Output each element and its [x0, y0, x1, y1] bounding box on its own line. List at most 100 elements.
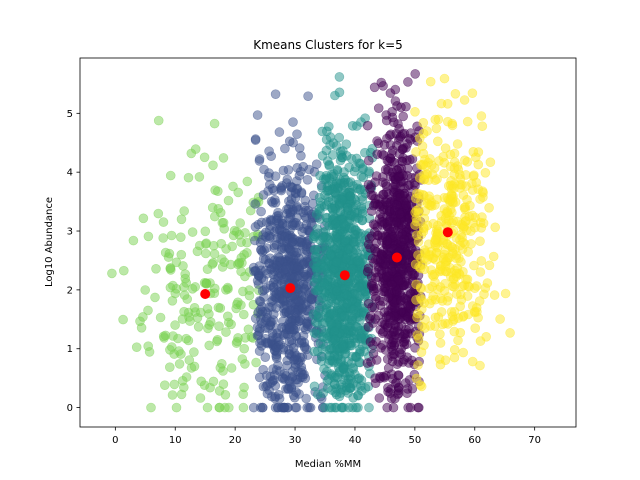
data-point-cluster-5: [465, 200, 475, 211]
data-point-cluster-2: [296, 338, 307, 348]
data-point-cluster-1: [138, 312, 148, 322]
data-point-cluster-5: [477, 121, 488, 131]
x-axis-label: Median %MM: [295, 459, 361, 470]
data-point-cluster-1: [234, 230, 245, 240]
data-point-cluster-5: [422, 254, 433, 265]
data-point-cluster-1: [217, 358, 227, 369]
data-point-cluster-3: [354, 373, 365, 383]
data-point-cluster-1: [239, 309, 249, 320]
data-point-cluster-5: [448, 273, 459, 284]
data-point-cluster-2: [289, 355, 299, 365]
data-point-cluster-3: [322, 217, 332, 228]
centroid-point-4: [391, 252, 402, 263]
data-point-cluster-1: [138, 213, 149, 224]
data-point-cluster-3: [315, 206, 325, 217]
centroid-point-5: [442, 227, 453, 238]
data-point-cluster-4: [367, 253, 378, 264]
data-point-cluster-1: [144, 347, 155, 357]
data-point-cluster-3: [317, 344, 328, 354]
data-point-cluster-1: [222, 282, 233, 293]
data-point-cluster-5: [458, 347, 469, 358]
data-point-cluster-3: [314, 192, 325, 203]
x-tick-label: 0: [112, 435, 118, 446]
data-point-cluster-2: [294, 170, 305, 181]
data-point-cluster-2: [249, 266, 259, 277]
data-point-cluster-3: [364, 402, 374, 413]
data-point-cluster-1: [210, 211, 220, 222]
data-point-cluster-4: [363, 298, 374, 309]
data-point-cluster-2: [266, 317, 277, 327]
data-point-cluster-5: [475, 236, 485, 246]
data-point-cluster-2: [281, 178, 292, 188]
data-point-cluster-5: [476, 256, 487, 266]
data-point-cluster-1: [201, 248, 211, 259]
data-point-cluster-2: [250, 199, 260, 209]
data-point-cluster-1: [242, 176, 253, 187]
data-point-cluster-5: [421, 161, 431, 171]
data-point-cluster-1: [119, 265, 129, 276]
data-point-cluster-3: [342, 290, 352, 301]
data-point-cluster-3: [343, 244, 354, 254]
data-point-cluster-4: [390, 179, 401, 190]
data-point-cluster-4: [379, 287, 390, 297]
data-point-cluster-4: [405, 135, 416, 145]
data-point-cluster-4: [384, 157, 394, 167]
data-point-cluster-2: [276, 243, 287, 253]
plot-frame: [79, 57, 577, 428]
data-point-cluster-2: [289, 272, 300, 283]
data-point-cluster-3: [336, 379, 346, 390]
data-point-cluster-4: [372, 136, 382, 146]
data-point-cluster-1: [176, 232, 186, 242]
data-point-cluster-2: [297, 241, 308, 251]
data-point-cluster-1: [239, 249, 249, 260]
data-point-cluster-1: [204, 340, 214, 351]
data-point-cluster-5: [455, 289, 466, 300]
y-tick-label: 1: [67, 344, 73, 355]
data-point-cluster-1: [193, 321, 204, 332]
data-point-cluster-5: [490, 222, 501, 233]
data-point-cluster-4: [366, 280, 377, 291]
data-point-cluster-3: [334, 72, 345, 82]
data-point-cluster-4: [392, 286, 402, 297]
data-point-cluster-1: [189, 347, 199, 357]
data-point-cluster-3: [318, 388, 329, 398]
data-point-cluster-1: [189, 361, 200, 372]
data-point-cluster-1: [232, 336, 242, 347]
data-point-cluster-5: [413, 250, 423, 260]
data-point-cluster-1: [167, 390, 178, 400]
data-point-cluster-1: [158, 233, 168, 243]
data-point-cluster-1: [151, 263, 161, 274]
data-point-cluster-5: [445, 161, 456, 172]
data-point-cluster-3: [347, 313, 358, 324]
data-point-cluster-4: [397, 144, 408, 154]
data-point-cluster-4: [390, 96, 401, 106]
x-tick-label: 10: [169, 435, 182, 446]
data-point-cluster-3: [354, 282, 365, 293]
data-point-cluster-5: [450, 89, 461, 99]
data-point-cluster-5: [413, 237, 424, 247]
data-point-cluster-5: [438, 152, 449, 162]
data-point-cluster-1: [128, 235, 139, 246]
x-tick-label: 30: [289, 435, 302, 446]
data-point-cluster-1: [177, 375, 188, 386]
data-point-cluster-4: [395, 209, 405, 219]
data-point-cluster-2: [248, 402, 259, 413]
y-tick-label: 3: [67, 227, 73, 238]
data-point-cluster-1: [136, 322, 147, 333]
data-point-cluster-1: [228, 181, 238, 192]
data-point-cluster-4: [405, 402, 416, 413]
data-point-cluster-3: [343, 278, 354, 289]
x-tick-label: 40: [349, 435, 362, 446]
centroid-layer: [200, 227, 453, 299]
data-point-cluster-5: [447, 120, 458, 131]
data-point-cluster-4: [364, 233, 375, 244]
data-point-cluster-4: [378, 371, 389, 382]
data-point-cluster-2: [282, 204, 292, 215]
data-point-cluster-3: [324, 402, 335, 413]
data-point-cluster-5: [470, 323, 481, 334]
data-point-cluster-5: [410, 107, 420, 117]
data-point-cluster-3: [338, 218, 349, 229]
data-point-cluster-3: [309, 381, 320, 392]
data-point-cluster-1: [187, 283, 198, 294]
data-point-cluster-4: [388, 117, 399, 127]
